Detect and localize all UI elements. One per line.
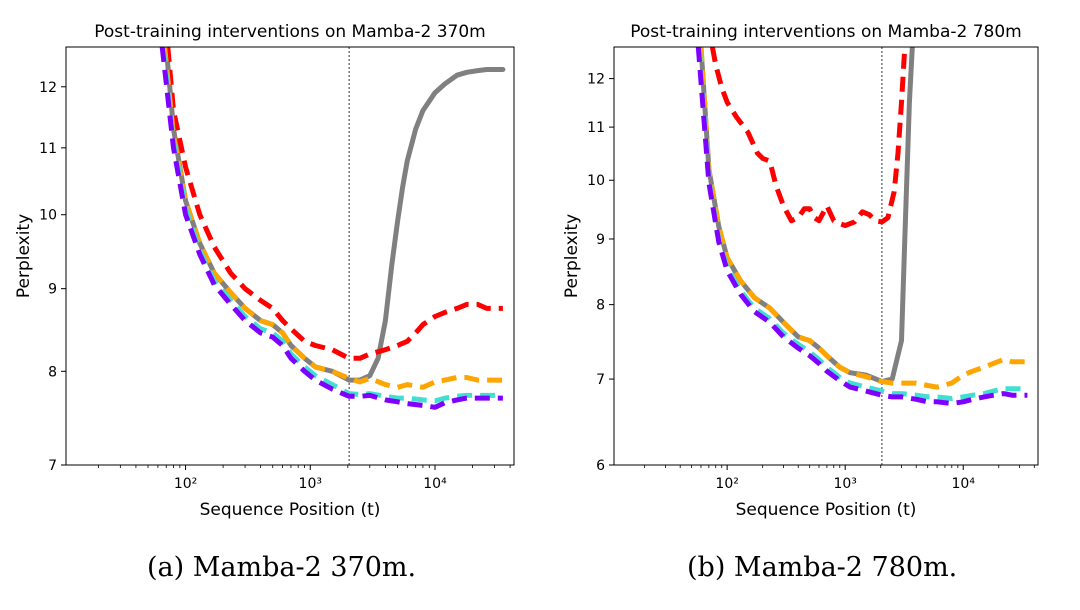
series-line-2 — [162, 47, 503, 390]
y-tick-label: 10 — [587, 173, 605, 189]
caption-b: (b) Mamba-2 780m. — [687, 552, 958, 583]
y-tick-label: 11 — [587, 120, 605, 136]
series-line-1 — [165, 47, 503, 361]
y-tick-label: 8 — [596, 298, 605, 314]
y-tick-label: 7 — [48, 458, 57, 474]
y-tick-label: 7 — [596, 372, 605, 388]
y-tick-label: 9 — [596, 232, 605, 248]
chart-panel-1: Post-training interventions on Mamba-2 7… — [562, 22, 1039, 520]
y-tick-label: 10 — [39, 208, 57, 224]
series-line-4 — [695, 47, 1028, 406]
x-axis-label: Sequence Position (t) — [736, 500, 917, 520]
y-tick-label: 6 — [596, 458, 605, 474]
x-tick-label: 10⁴ — [952, 476, 976, 492]
figure-canvas: Post-training interventions on Mamba-2 3… — [14, 22, 1039, 520]
series-line-1 — [709, 47, 908, 228]
y-tick-label: 12 — [587, 72, 605, 88]
y-tick-label: 11 — [39, 141, 57, 157]
caption-a: (a) Mamba-2 370m. — [147, 552, 417, 583]
y-axis-label: Perplexity — [14, 214, 34, 298]
y-tick-label: 12 — [39, 80, 57, 96]
series-line-0 — [698, 47, 915, 384]
series-line-4 — [159, 47, 503, 410]
y-tick-label: 8 — [48, 364, 57, 380]
series-line-3 — [696, 47, 1028, 401]
x-tick-label: 10³ — [299, 476, 322, 492]
x-tick-label: 10³ — [833, 476, 856, 492]
plot-frame — [65, 46, 515, 466]
x-tick-label: 10² — [715, 476, 738, 492]
plot-frame — [613, 46, 1039, 466]
chart-title: Post-training interventions on Mamba-2 3… — [94, 22, 486, 42]
y-axis-label: Perplexity — [562, 214, 582, 298]
x-tick-label: 10² — [174, 476, 197, 492]
series-line-3 — [160, 47, 503, 404]
chart-panel-0: Post-training interventions on Mamba-2 3… — [14, 22, 515, 520]
y-tick-label: 9 — [48, 282, 57, 298]
x-axis-label: Sequence Position (t) — [200, 500, 381, 520]
chart-title: Post-training interventions on Mamba-2 7… — [630, 22, 1022, 42]
series-line-2 — [698, 47, 1028, 390]
x-tick-label: 10⁴ — [423, 476, 447, 492]
series-line-0 — [163, 47, 506, 383]
